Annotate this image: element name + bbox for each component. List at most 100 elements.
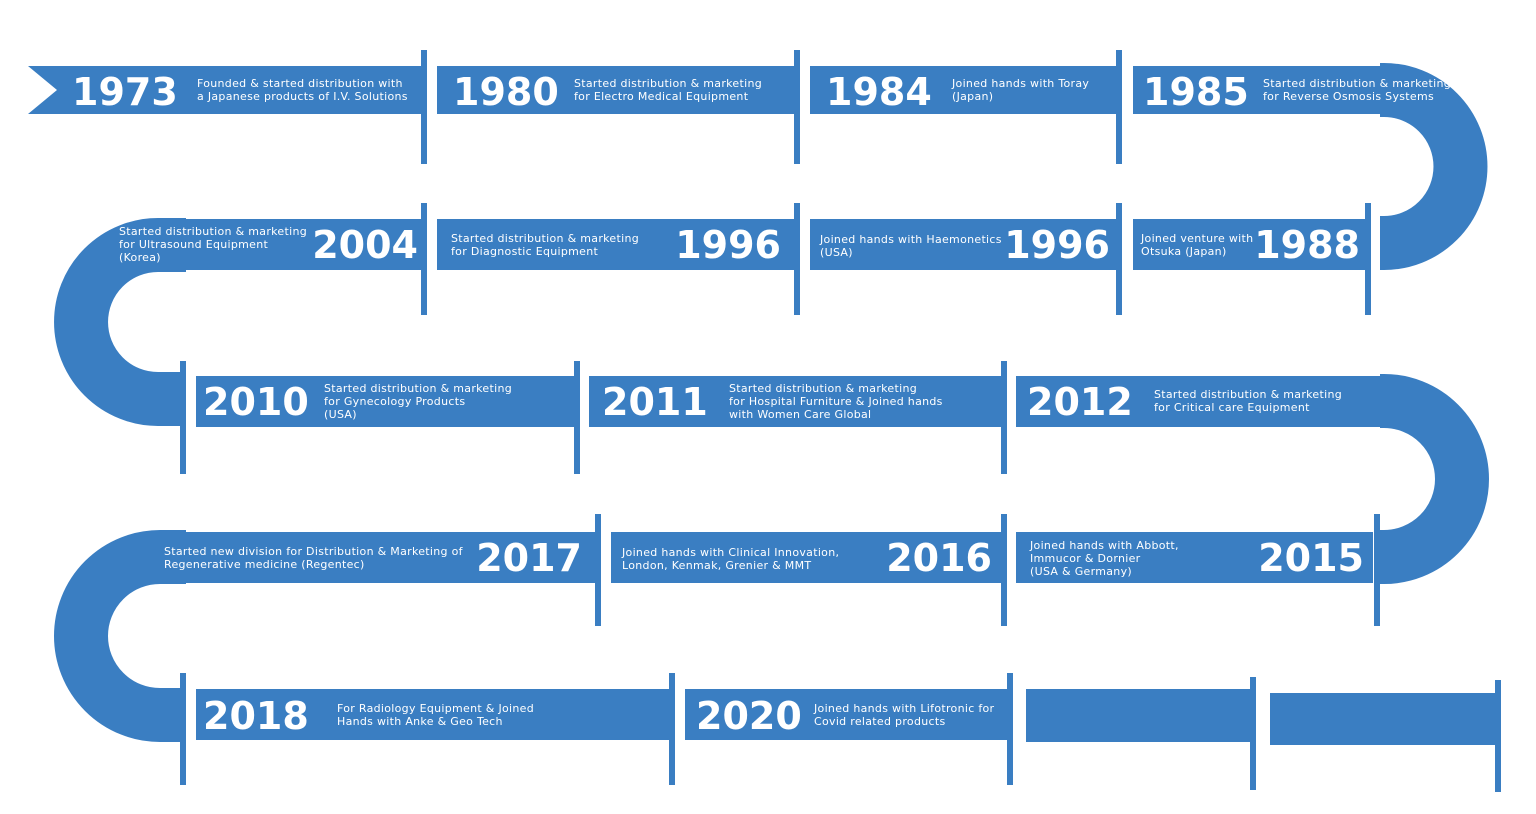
- milestone-description-line: (Korea): [119, 251, 161, 264]
- milestone-year: 2011: [602, 380, 708, 424]
- timeline-divider: [1116, 203, 1122, 315]
- milestone-description-line: Started distribution & marketing: [729, 382, 917, 395]
- milestone-description-line: Started distribution & marketing: [574, 77, 762, 90]
- milestone-2017: 2017 Started new division for Distributio…: [164, 536, 582, 580]
- timeline-band: [185, 219, 423, 270]
- timeline-band: [1133, 66, 1383, 114]
- milestone-description-line: a Japanese products of I.V. Solutions: [197, 90, 408, 103]
- timeline-band: [28, 66, 423, 114]
- milestone-description-line: for Critical care Equipment: [1154, 401, 1310, 414]
- milestone-1996: 1996 Started distribution & marketingfor …: [451, 223, 781, 267]
- timeline-turn: [54, 218, 186, 426]
- milestone-1973: 1973 Founded & started distribution witha…: [72, 70, 408, 114]
- milestone-year: 1984: [826, 70, 932, 114]
- timeline-divider: [595, 514, 601, 626]
- timeline-divider: [1007, 673, 1013, 785]
- milestone-year: 2016: [886, 536, 992, 580]
- milestone-description-line: Joined hands with Clinical Innovation,: [621, 546, 839, 559]
- timeline-band: [611, 532, 1003, 583]
- milestone-1984: 1984 Joined hands with Toray(Japan): [826, 70, 1089, 114]
- milestone-2018: 2018 For Radiology Equipment & JoinedHand…: [203, 694, 534, 738]
- milestone-description-line: London, Kenmak, Grenier & MMT: [622, 559, 811, 572]
- milestone-description-line: Joined hands with Lifotronic for: [813, 702, 995, 715]
- milestone-year: 1980: [453, 70, 559, 114]
- timeline-band: [196, 376, 576, 427]
- timeline-turn: [54, 530, 186, 742]
- milestone-description-line: for Reverse Osmosis Systems: [1263, 90, 1434, 103]
- milestone-2011: 2011 Started distribution & marketingfor …: [602, 380, 943, 424]
- milestone-year: 2004: [312, 223, 418, 267]
- timeline-band: [1026, 689, 1251, 742]
- timeline-divider: [1250, 677, 1256, 790]
- timeline-divider: [1495, 680, 1501, 792]
- timeline-band: [437, 219, 797, 270]
- timeline-dividers: [180, 50, 1501, 792]
- milestone-description-line: for Gynecology Products: [324, 395, 465, 408]
- timeline-band: [196, 689, 670, 740]
- milestone-description-line: Covid related products: [814, 715, 946, 728]
- milestone-1985: 1985 Started distribution & marketingfor …: [1143, 70, 1451, 114]
- milestone-description-line: Joined hands with Toray: [951, 77, 1089, 90]
- milestone-description-line: Started distribution & marketing: [324, 382, 512, 395]
- milestone-year: 1996: [675, 223, 781, 267]
- milestone-year: 1996: [1004, 223, 1110, 267]
- timeline-bands: [28, 63, 1496, 745]
- timeline-band: [185, 532, 596, 583]
- timeline-band: [1016, 532, 1373, 583]
- timeline-turn: [1380, 63, 1488, 270]
- milestone-description-line: Hands with Anke & Geo Tech: [337, 715, 503, 728]
- milestone-description-line: Regenerative medicine (Regentec): [164, 558, 365, 571]
- timeline-divider: [794, 203, 800, 315]
- milestone-description-line: Otsuka (Japan): [1141, 245, 1227, 258]
- timeline-band: [589, 376, 1001, 427]
- milestone-year: 2010: [203, 380, 309, 424]
- milestone-description-line: Founded & started distribution with: [197, 77, 403, 90]
- milestone-description-line: Started distribution & marketing: [119, 225, 307, 238]
- timeline-divider: [1374, 514, 1380, 626]
- milestone-description-line: Joined hands with Abbott,: [1029, 539, 1179, 552]
- milestone-description-line: Joined hands with Haemonetics: [819, 233, 1002, 246]
- timeline-band: [810, 219, 1116, 270]
- timeline-divider: [794, 50, 800, 164]
- milestone-2010: 2010 Started distribution & marketingfor …: [203, 380, 512, 424]
- timeline-band: [437, 66, 797, 114]
- milestone-description-line: (USA): [820, 246, 853, 259]
- milestone-year: 2012: [1027, 380, 1133, 424]
- timeline-divider: [1116, 50, 1122, 164]
- timeline-divider: [421, 50, 427, 164]
- milestone-2012: 2012 Started distribution & marketingfor …: [1027, 380, 1342, 424]
- timeline-labels: 1973 Founded & started distribution witha…: [72, 70, 1451, 738]
- timeline-divider: [1001, 514, 1007, 626]
- timeline-turn: [1380, 374, 1489, 584]
- milestone-description-line: Joined venture with: [1140, 232, 1253, 245]
- milestone-year: 2020: [696, 694, 802, 738]
- milestone-1980: 1980 Started distribution & marketingfor …: [453, 70, 762, 114]
- timeline-band: [1270, 693, 1496, 745]
- milestone-description-line: with Women Care Global: [729, 408, 871, 421]
- milestone-description-line: (Japan): [952, 90, 993, 103]
- milestone-description-line: for Electro Medical Equipment: [574, 90, 749, 103]
- timeline-band: [1016, 376, 1383, 427]
- milestone-2015: 2015 Joined hands with Abbott,Immucor & D…: [1029, 536, 1364, 580]
- timeline-divider: [1001, 361, 1007, 474]
- milestone-description-line: Immucor & Dornier: [1030, 552, 1141, 565]
- timeline-band: [685, 689, 1007, 740]
- milestone-2016: 2016 Joined hands with Clinical Innovatio…: [621, 536, 992, 580]
- milestone-description-line: (USA & Germany): [1030, 565, 1132, 578]
- milestone-description-line: Started distribution & marketing: [1263, 77, 1451, 90]
- timeline-band: [1133, 219, 1367, 270]
- milestone-description-line: for Hospital Furniture & Joined hands: [729, 395, 943, 408]
- milestone-description-line: Started distribution & marketing: [451, 232, 639, 245]
- timeline-divider: [574, 361, 580, 474]
- milestone-description-line: for Diagnostic Equipment: [451, 245, 599, 258]
- timeline-divider: [180, 673, 186, 785]
- timeline-divider: [669, 673, 675, 785]
- milestone-description-line: For Radiology Equipment & Joined: [337, 702, 534, 715]
- milestone-description-line: Started distribution & marketing: [1154, 388, 1342, 401]
- milestone-year: 2018: [203, 694, 309, 738]
- milestone-description-line: Started new division for Distribution & …: [164, 545, 464, 558]
- timeline-divider: [1365, 203, 1371, 315]
